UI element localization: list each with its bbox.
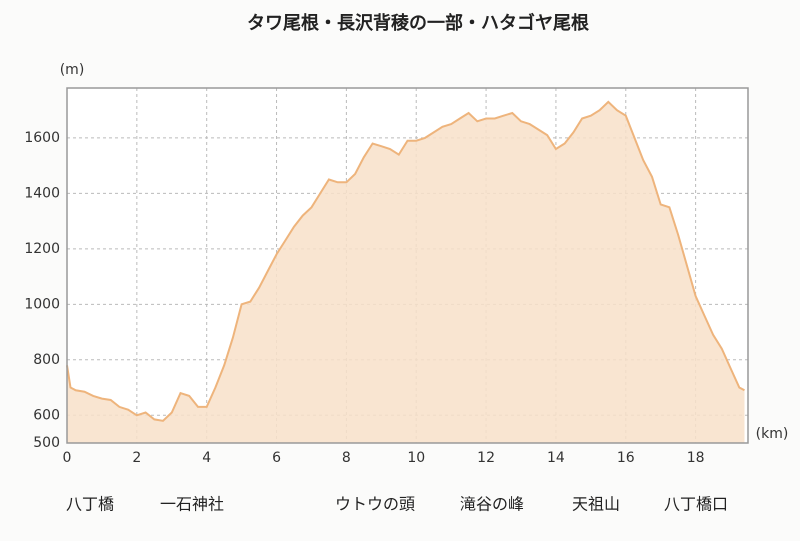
y-tick-label: 800 xyxy=(33,352,60,368)
y-tick-label: 1000 xyxy=(24,296,60,312)
y-tick-label: 1200 xyxy=(24,241,60,257)
x-axis-label: (km) xyxy=(756,426,789,442)
y-tick-label: 1600 xyxy=(24,130,60,146)
place-label: ウトウの頭 xyxy=(335,495,415,514)
x-tick-label: 0 xyxy=(63,450,72,466)
area-fill xyxy=(67,101,745,444)
x-tick-label: 10 xyxy=(407,450,425,466)
x-tick-label: 12 xyxy=(477,450,495,466)
elevation-line xyxy=(66,100,745,422)
y-axis-label: (m) xyxy=(60,62,85,78)
x-tick-label: 18 xyxy=(687,450,705,466)
x-tick-label: 8 xyxy=(342,450,351,466)
place-label: 天祖山 xyxy=(572,495,620,514)
place-label: 滝谷の峰 xyxy=(460,495,524,514)
x-tick-label: 2 xyxy=(132,450,141,466)
marks xyxy=(66,100,745,444)
place-label: 八丁橋 xyxy=(66,495,114,514)
x-tick-label: 14 xyxy=(547,450,565,466)
x-tick-label: 6 xyxy=(272,450,281,466)
x-tick-label: 4 xyxy=(202,450,211,466)
chart-title: タワ尾根・長沢背稜の一部・ハタゴヤ尾根 xyxy=(247,12,589,34)
place-label: 一石神社 xyxy=(160,495,224,514)
place-label: 八丁橋口 xyxy=(664,495,728,514)
x-tick-label: 16 xyxy=(617,450,635,466)
y-tick-label: 1400 xyxy=(24,185,60,201)
y-tick-label: 600 xyxy=(33,407,60,423)
y-tick-label: 500 xyxy=(33,435,60,451)
plot-border xyxy=(66,87,749,444)
labels: 500 600 800 1000 1200 1400 1600 0 2 4 6 8 10 12 14 16 18… xyxy=(24,130,728,514)
